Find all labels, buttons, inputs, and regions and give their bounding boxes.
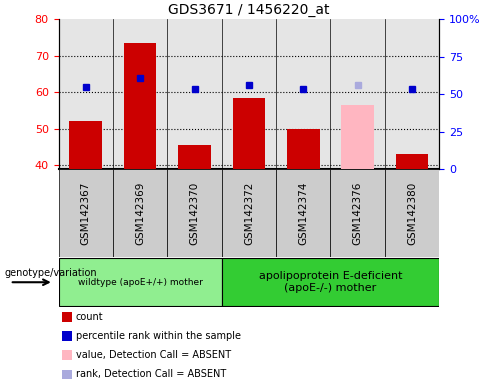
Text: genotype/variation: genotype/variation: [5, 268, 98, 278]
Bar: [124, 43, 157, 169]
Text: GSM142374: GSM142374: [298, 181, 308, 245]
Bar: [69, 121, 102, 169]
Bar: [385, 169, 439, 257]
Bar: [59, 169, 113, 257]
Text: apolipoprotein E-deficient
(apoE-/-) mother: apolipoprotein E-deficient (apoE-/-) mot…: [259, 271, 402, 293]
Text: percentile rank within the sample: percentile rank within the sample: [76, 331, 241, 341]
Bar: [113, 169, 167, 257]
Text: GSM142369: GSM142369: [135, 181, 145, 245]
Bar: [167, 169, 222, 257]
Bar: [330, 19, 385, 169]
Text: GSM142376: GSM142376: [353, 181, 363, 245]
Bar: [341, 105, 374, 169]
Bar: [62, 369, 72, 379]
Bar: [62, 350, 72, 360]
Bar: [167, 19, 222, 169]
Bar: [276, 169, 330, 257]
Text: GSM142372: GSM142372: [244, 181, 254, 245]
Bar: [396, 154, 428, 169]
Text: wildtype (apoE+/+) mother: wildtype (apoE+/+) mother: [78, 278, 203, 287]
Bar: [59, 19, 113, 169]
Text: value, Detection Call = ABSENT: value, Detection Call = ABSENT: [76, 350, 231, 360]
Bar: [330, 169, 385, 257]
Bar: [276, 19, 330, 169]
Bar: [62, 331, 72, 341]
Bar: [113, 19, 167, 169]
Text: GSM142367: GSM142367: [81, 181, 91, 245]
Text: GSM142380: GSM142380: [407, 182, 417, 245]
Bar: [178, 145, 211, 169]
Bar: [222, 258, 439, 306]
Bar: [222, 19, 276, 169]
Bar: [222, 169, 276, 257]
Bar: [59, 258, 222, 306]
Bar: [233, 98, 265, 169]
Text: GSM142370: GSM142370: [189, 182, 200, 245]
Bar: [287, 129, 320, 169]
Bar: [385, 19, 439, 169]
Title: GDS3671 / 1456220_at: GDS3671 / 1456220_at: [168, 3, 329, 17]
Bar: [62, 312, 72, 322]
Text: count: count: [76, 312, 103, 322]
Text: rank, Detection Call = ABSENT: rank, Detection Call = ABSENT: [76, 369, 226, 379]
